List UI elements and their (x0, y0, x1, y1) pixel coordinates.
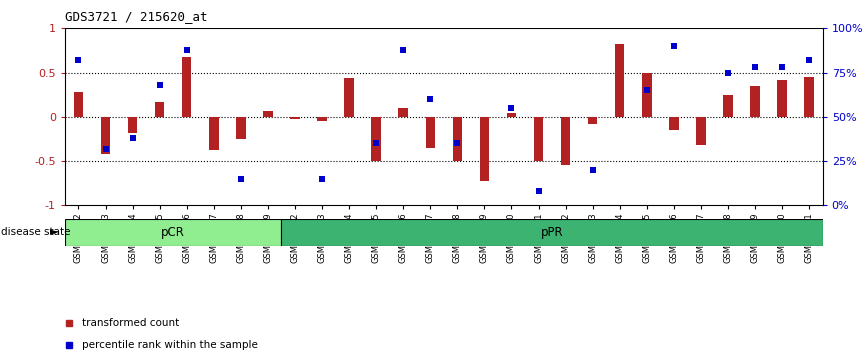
Bar (561, 117, 571, 166)
Bar (236, 117, 246, 139)
Bar (372, 117, 381, 161)
Bar (750, 86, 759, 117)
Bar (507, 113, 516, 117)
Bar (209, 117, 218, 150)
Text: ►: ► (50, 227, 59, 237)
Bar (778, 80, 787, 117)
Text: transformed count: transformed count (81, 318, 179, 329)
Text: GDS3721 / 215620_at: GDS3721 / 215620_at (65, 10, 208, 23)
Bar (533, 117, 543, 161)
Bar (480, 117, 489, 181)
Text: percentile rank within the sample: percentile rank within the sample (81, 339, 257, 350)
Bar (263, 111, 273, 117)
Bar (100, 117, 110, 154)
Bar (453, 117, 462, 161)
Text: pPR: pPR (540, 226, 564, 239)
Bar (65, 219, 281, 246)
Bar (290, 117, 300, 119)
Bar (398, 108, 408, 117)
Bar (588, 117, 598, 124)
Text: disease state: disease state (1, 227, 70, 237)
Bar (345, 78, 354, 117)
Bar (281, 219, 823, 246)
Bar (615, 44, 624, 117)
Bar (182, 57, 191, 117)
Bar (723, 95, 733, 117)
Bar (696, 117, 706, 145)
Bar (317, 117, 326, 121)
Bar (74, 92, 83, 117)
Bar (669, 117, 679, 130)
Bar (128, 117, 138, 133)
Text: pCR: pCR (161, 226, 185, 239)
Bar (155, 102, 165, 117)
Bar (805, 77, 814, 117)
Bar (425, 117, 435, 148)
Bar (642, 73, 651, 117)
